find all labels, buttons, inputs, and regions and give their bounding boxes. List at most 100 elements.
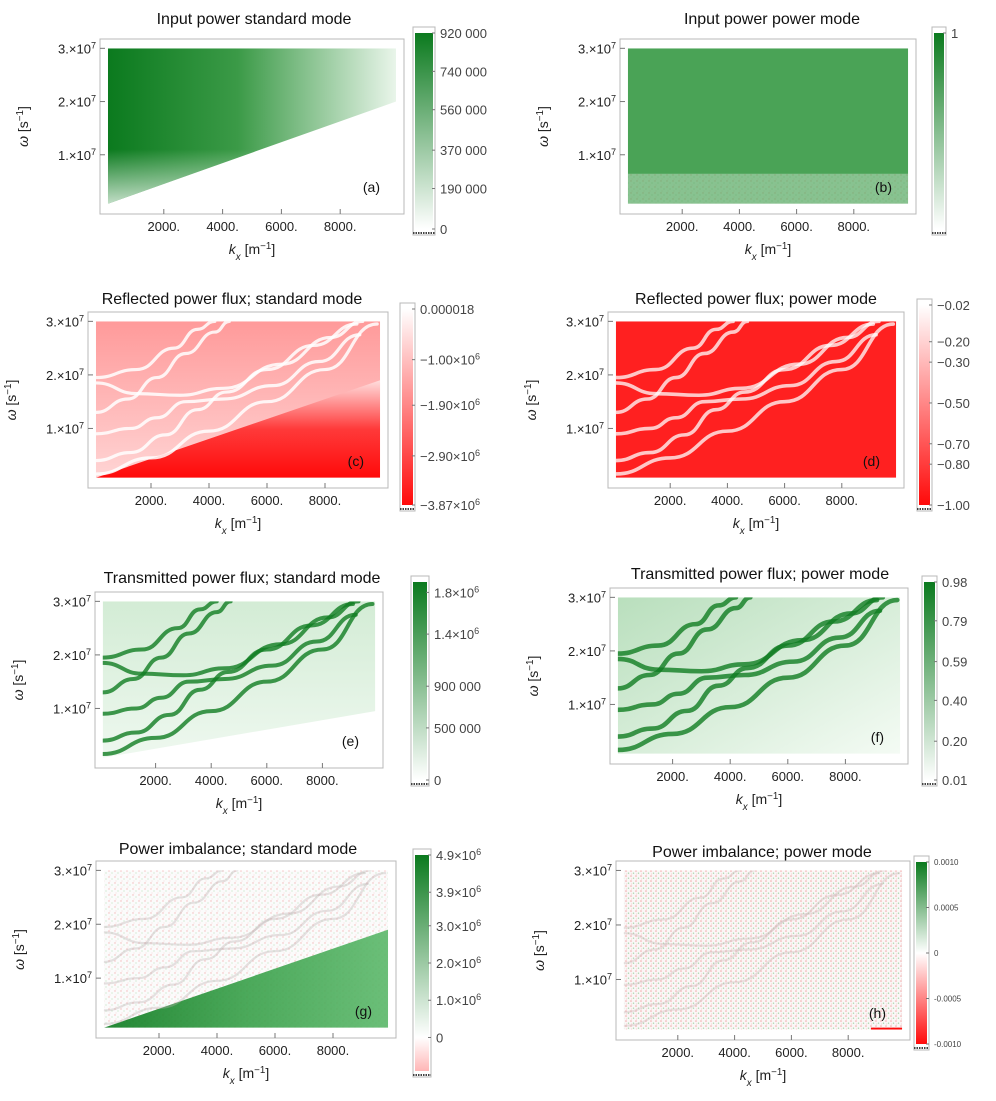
mode-band (623, 872, 881, 1014)
heatmap-c (95, 321, 381, 478)
x-tick-label: 8000. (324, 219, 357, 234)
x-tick-label: 8000. (832, 1045, 865, 1060)
y-tick-label: 3.×107 (46, 313, 84, 329)
heatmap-a (107, 48, 397, 204)
x-tick-label: 4000. (714, 769, 747, 784)
heatmap-region (623, 870, 903, 1030)
colorbar-tick-label: −0.50 (937, 396, 970, 411)
y-axis-label: ω [s−1] (535, 106, 552, 147)
colorbar-gradient (916, 862, 927, 1044)
panel-label: (b) (875, 179, 892, 195)
colorbar-tick-label: 500 000 (434, 721, 481, 736)
y-tick-label: 3.×107 (566, 313, 604, 329)
colorbar-tick-label: -0.0010 (934, 1040, 962, 1049)
panel-e: 2000. 4000. 6000. 8000. 1.×107 2.×107 3.×107 Tr… (10, 570, 482, 817)
y-tick-label: 2.×107 (568, 643, 606, 659)
colorbar-tick-label: 3.0×106 (436, 918, 481, 934)
colorbar-tick-label: −2.90×106 (420, 448, 480, 464)
colorbar: 1 (931, 26, 958, 236)
colorbar-tick-label: −1.00 (937, 498, 970, 513)
heatmap-shading (107, 48, 397, 204)
y-tick-label: 1.×107 (58, 147, 96, 163)
mode-band (623, 870, 887, 947)
colorbar-tick-label: 900 000 (434, 679, 481, 694)
panel-label: (h) (869, 1005, 886, 1021)
mode-band (103, 871, 366, 1012)
colorbar: 4.9×106 3.9×106 3.0×106 2.0×106 1.0×106 0 (412, 847, 481, 1078)
colorbar-tick-label: 4.9×106 (436, 847, 481, 863)
colorbar-tick-label: 0.79 (942, 614, 967, 629)
y-tick-label: 3.×107 (54, 862, 92, 878)
x-tick-label: 4000. (193, 493, 226, 508)
mode-band (102, 601, 219, 660)
panel-label: (c) (348, 453, 364, 469)
x-tick-label: 2000. (662, 1045, 695, 1060)
mode-band (623, 872, 901, 1027)
colorbar-tick-label: −1.00×106 (420, 352, 480, 368)
y-axis-label: ω [s−1] (525, 656, 542, 697)
chart-title: Power imbalance; power mode (652, 844, 872, 861)
colorbar-tick-label: 1 (951, 26, 958, 41)
colorbar-gradient (415, 33, 433, 229)
y-tick-label: 3.×107 (574, 862, 612, 878)
heatmap-g (103, 870, 389, 1028)
x-axis-label: kx [m−1] (216, 795, 262, 817)
x-tick-label: 8000. (306, 773, 339, 788)
panel-f: 2000. 4000. 6000. 8000. 1.×107 2.×107 3.×107 Tr… (525, 566, 968, 813)
panel-label: (g) (355, 1003, 372, 1019)
y-tick-label: 2.×107 (53, 647, 91, 663)
x-tick-label: 6000. (265, 219, 298, 234)
colorbar-tick-label: 0.01 (942, 773, 967, 788)
colorbar: 920 000 740 000 560 000 370 000 190 000 0 (412, 26, 487, 237)
y-tick-label: 1.×107 (578, 147, 616, 163)
colorbar-tick-label: 0.20 (942, 734, 967, 749)
x-tick-label: 4000. (201, 1043, 234, 1058)
panel-label: (f) (871, 729, 884, 745)
colorbar-tick-label: -0.0005 (934, 995, 962, 1004)
y-axis-label: ω [s−1] (523, 380, 540, 421)
panel-c: 2000. 4000. 6000. 8000. 1.×107 2.×107 3.×107 Re… (3, 291, 481, 537)
x-axis-label: kx [m−1] (229, 241, 275, 263)
heatmap-region (102, 601, 376, 758)
mode-band (102, 601, 233, 695)
x-tick-label: 6000. (251, 773, 284, 788)
y-tick-label: 3.×107 (58, 40, 96, 56)
colorbar: −0.02 −0.20 −0.30 −0.50 −0.70 −0.80 −1.00 (916, 298, 970, 513)
y-tick-label: 2.×107 (54, 916, 92, 932)
colorbar-tick-label: 560 000 (440, 103, 487, 118)
y-tick-label: 1.×107 (54, 970, 92, 986)
colorbar-tick-label: 0 (434, 773, 441, 788)
mode-band (615, 321, 750, 415)
colorbar-tick-label: 1.4×106 (434, 626, 479, 642)
x-tick-label: 6000. (251, 493, 284, 508)
colorbar-tick-label: 0.40 (942, 693, 967, 708)
y-axis-label: ω [s−1] (531, 930, 548, 971)
mode-band (617, 597, 880, 739)
colorbar-tick-label: −0.20 (937, 335, 970, 350)
x-tick-label: 8000. (829, 769, 862, 784)
x-axis-label: kx [m−1] (215, 515, 261, 537)
x-tick-label: 2000. (143, 1043, 176, 1058)
mode-band (102, 612, 358, 716)
y-tick-label: 2.×107 (58, 94, 96, 110)
colorbar-tick-label: −0.80 (937, 457, 970, 472)
x-tick-label: 6000. (772, 769, 805, 784)
chart-title: Transmitted power flux; power mode (631, 566, 889, 583)
colorbar-tick-label: 0 (934, 949, 939, 958)
chart-title: Power imbalance; standard mode (119, 841, 357, 858)
x-tick-label: 2000. (654, 493, 687, 508)
lower-wedge (103, 929, 389, 1028)
x-tick-label: 2000. (656, 769, 689, 784)
colorbar-gradient (415, 855, 429, 1071)
mode-band (95, 321, 231, 414)
panel-label: (d) (863, 453, 880, 469)
mode-band (95, 322, 359, 463)
x-tick-label: 2000. (139, 773, 172, 788)
colorbar: 1.8×106 1.4×106 900 000 500 000 0 (410, 575, 481, 788)
y-axis-label: ω [s−1] (15, 106, 32, 147)
y-tick-label: 2.×107 (574, 917, 612, 933)
x-tick-label: 4000. (723, 219, 756, 234)
colorbar-tick-label: 920 000 (440, 26, 487, 41)
x-axis-label: kx [m−1] (736, 791, 782, 813)
chart-title: Reflected power flux; standard mode (102, 291, 363, 308)
